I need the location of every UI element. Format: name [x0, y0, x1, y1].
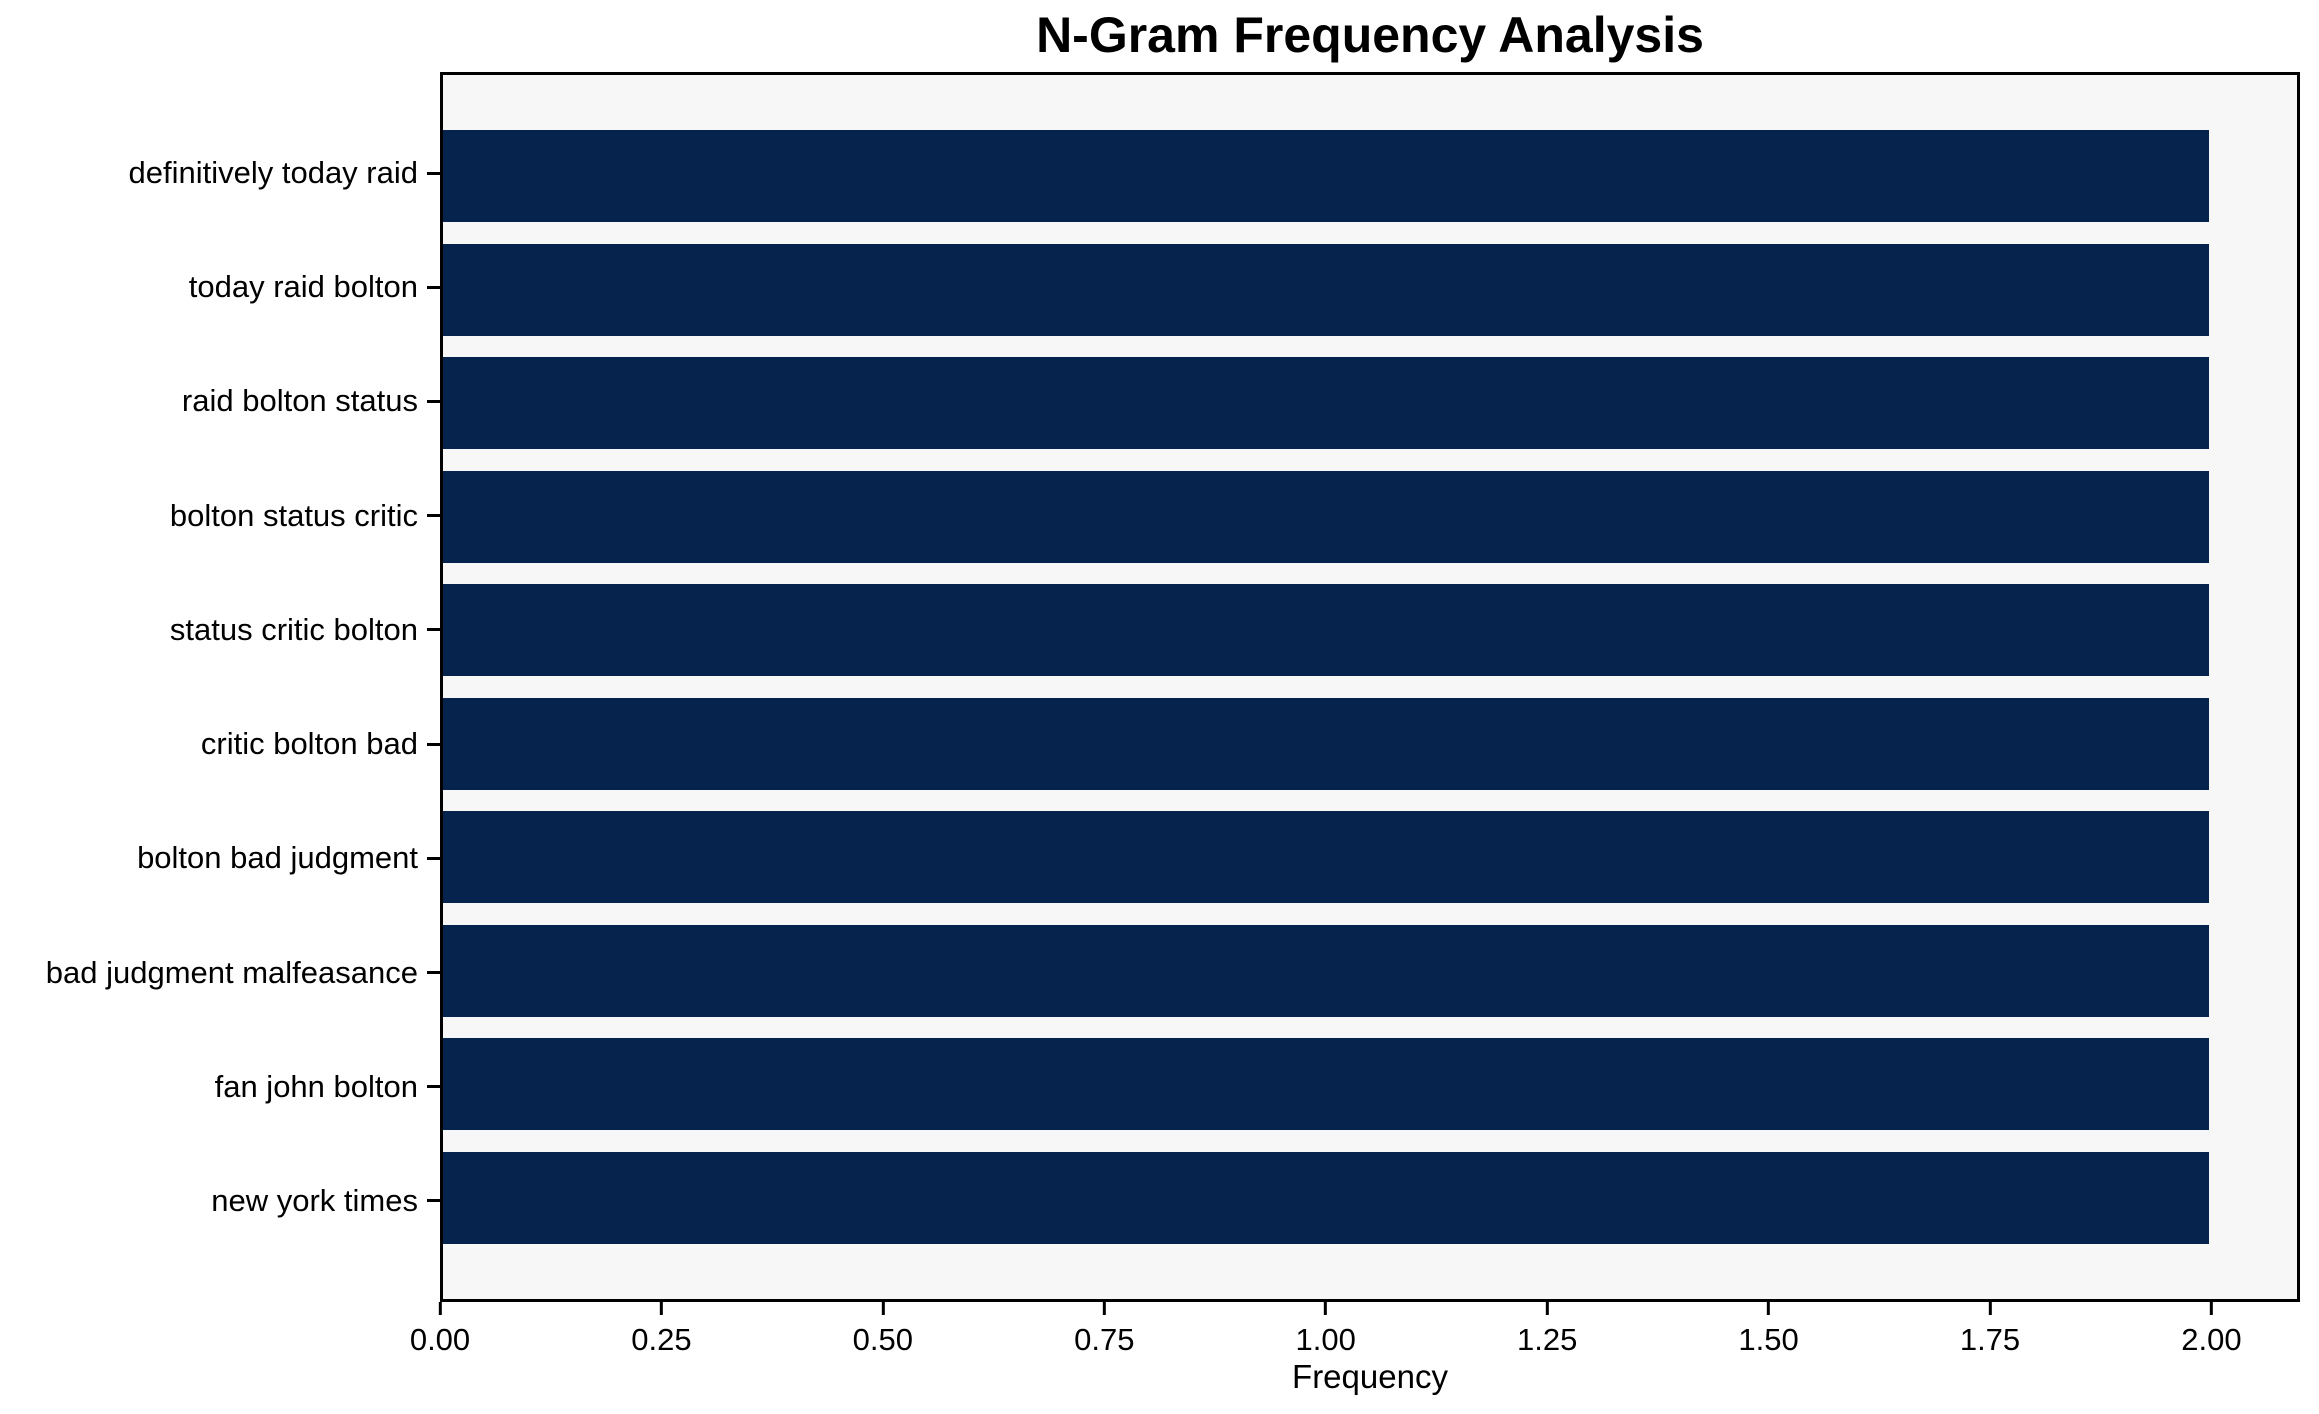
- y-axis-label: bad judgment malfeasance: [45, 954, 418, 990]
- bar-row: [443, 924, 2297, 1017]
- y-label-row: status critic bolton: [0, 584, 440, 676]
- x-tick-label: 1.75: [1959, 1322, 2021, 1357]
- y-tick-mark: [427, 514, 440, 518]
- x-tick: 2.00: [2181, 1302, 2242, 1358]
- x-tick: 0.00: [410, 1302, 470, 1358]
- x-tick-mark: [1324, 1302, 1328, 1315]
- x-tick: 1.50: [1738, 1302, 1799, 1358]
- y-label-row: raid bolton status: [0, 355, 440, 447]
- x-tick: 1.25: [1517, 1302, 1577, 1358]
- y-label-row: bolton status critic: [0, 470, 440, 562]
- y-axis-label: bolton bad judgment: [137, 840, 418, 876]
- x-tick-label: 0.00: [409, 1322, 471, 1357]
- bar-row: [443, 697, 2297, 790]
- bar-row: [443, 1038, 2297, 1131]
- bar: [443, 130, 2209, 222]
- bar-row: [443, 811, 2297, 904]
- x-tick-mark: [1545, 1302, 1549, 1315]
- y-axis-label: fan john bolton: [214, 1068, 418, 1104]
- x-tick: 1.75: [1960, 1302, 2020, 1358]
- x-tick-mark: [659, 1302, 663, 1315]
- bar-row: [443, 584, 2297, 677]
- y-label-row: bad judgment malfeasance: [0, 927, 440, 1019]
- y-tick-mark: [427, 856, 440, 860]
- bar-row: [443, 1151, 2297, 1244]
- x-tick: 1.00: [1296, 1302, 1356, 1358]
- y-tick-mark: [427, 742, 440, 746]
- x-tick-mark: [881, 1302, 885, 1315]
- x-tick-label: 1.25: [1516, 1322, 1578, 1357]
- x-tick-mark: [1102, 1302, 1106, 1315]
- y-axis-label: critic bolton bad: [200, 726, 418, 762]
- bar-row: [443, 243, 2297, 336]
- bar-row: [443, 357, 2297, 450]
- chart-title: N-Gram Frequency Analysis: [1036, 7, 1704, 63]
- y-tick-mark: [427, 1199, 440, 1203]
- bar: [443, 1151, 2209, 1244]
- y-axis-labels: definitively today raid today raid bolton…: [0, 72, 440, 1302]
- bars-container: [443, 75, 2297, 1299]
- y-label-row: bolton bad judgment: [0, 812, 440, 904]
- x-axis-title: Frequency: [1292, 1358, 1448, 1395]
- y-axis-label: new york times: [211, 1182, 418, 1218]
- x-tick-mark: [438, 1302, 442, 1315]
- y-tick-mark: [427, 628, 440, 632]
- y-axis-label: raid bolton status: [181, 383, 418, 419]
- y-tick-mark: [427, 1085, 440, 1089]
- y-tick-mark: [427, 171, 440, 175]
- bar: [443, 924, 2209, 1017]
- bar: [443, 697, 2209, 790]
- x-tick-mark: [1767, 1302, 1771, 1315]
- x-tick-mark: [1988, 1302, 1992, 1315]
- bar-row: [443, 130, 2297, 222]
- x-axis: 0.00 0.25 0.50 0.75 1.00 1.25 1.50 1.75 2.00: [410, 1302, 2300, 1412]
- x-tick-label: 0.75: [1074, 1322, 1135, 1357]
- x-tick-label: 0.50: [852, 1322, 914, 1357]
- y-axis-label: today raid bolton: [188, 269, 418, 305]
- y-tick-mark: [427, 971, 440, 975]
- x-tick: 0.50: [853, 1302, 913, 1358]
- bar: [443, 1038, 2209, 1131]
- bar: [443, 811, 2209, 904]
- y-tick-mark: [427, 285, 440, 289]
- x-tick-label: 1.00: [1295, 1322, 1356, 1357]
- plot-area: [440, 72, 2300, 1302]
- y-label-row: today raid bolton: [0, 241, 440, 333]
- x-tick-label: 1.50: [1738, 1322, 1799, 1357]
- x-tick: 0.25: [631, 1302, 692, 1358]
- bar-row: [443, 470, 2297, 563]
- y-axis-label: definitively today raid: [128, 155, 419, 190]
- y-axis-label: bolton status critic: [169, 497, 418, 533]
- x-tick-mark: [2209, 1302, 2213, 1315]
- y-label-row: critic bolton bad: [0, 698, 440, 790]
- y-label-row: fan john bolton: [0, 1041, 440, 1133]
- x-tick-label: 0.25: [631, 1322, 692, 1357]
- y-tick-mark: [427, 399, 440, 403]
- x-tick-label: 2.00: [2181, 1322, 2242, 1357]
- y-label-row: new york times: [0, 1155, 440, 1247]
- x-tick: 0.75: [1074, 1302, 1134, 1358]
- bar: [443, 470, 2209, 563]
- y-label-row: definitively today raid: [0, 127, 440, 219]
- bar: [443, 243, 2209, 336]
- y-axis-label: status critic bolton: [169, 611, 418, 647]
- bar: [443, 357, 2209, 450]
- bar: [443, 584, 2209, 677]
